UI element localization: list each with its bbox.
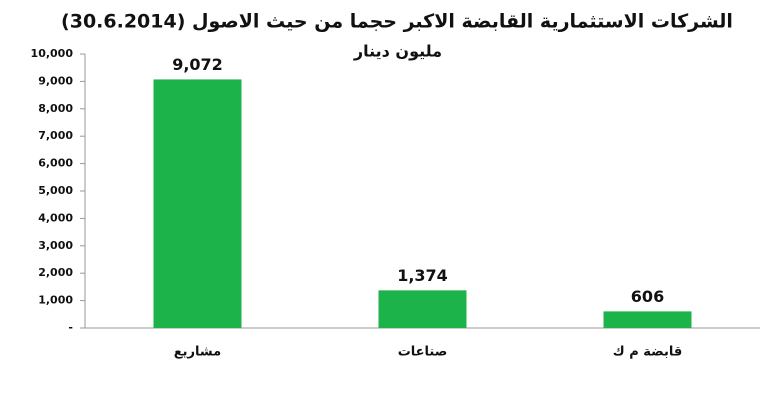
y-tick-label: 4,000 — [38, 211, 73, 224]
bar — [378, 290, 467, 328]
y-tick-label: - — [68, 321, 73, 334]
y-tick-label: 3,000 — [38, 239, 73, 252]
y-tick-label: 6,000 — [38, 157, 73, 170]
y-tick-label: 7,000 — [38, 129, 73, 142]
chart-title: الشركات الاستثمارية القابضة الاكبر حجما … — [61, 11, 733, 33]
bar — [153, 79, 242, 328]
bar — [603, 311, 692, 328]
chart-subtitle: مليون دينار — [353, 42, 442, 61]
y-tick-label: 2,000 — [38, 266, 73, 279]
y-tick-label: 8,000 — [38, 102, 73, 115]
value-label: 9,072 — [172, 55, 223, 74]
value-label: 606 — [631, 287, 664, 306]
value-label: 1,374 — [397, 266, 448, 285]
y-tick-label: 5,000 — [38, 184, 73, 197]
y-tick-label: 9,000 — [38, 74, 73, 87]
y-tick-label: 1,000 — [38, 294, 73, 307]
y-tick-label: 10,000 — [31, 47, 74, 60]
x-tick-label: قابضة م ك — [613, 345, 682, 360]
x-tick-label: مشاريع — [174, 345, 221, 360]
x-tick-label: صناعات — [398, 345, 448, 360]
